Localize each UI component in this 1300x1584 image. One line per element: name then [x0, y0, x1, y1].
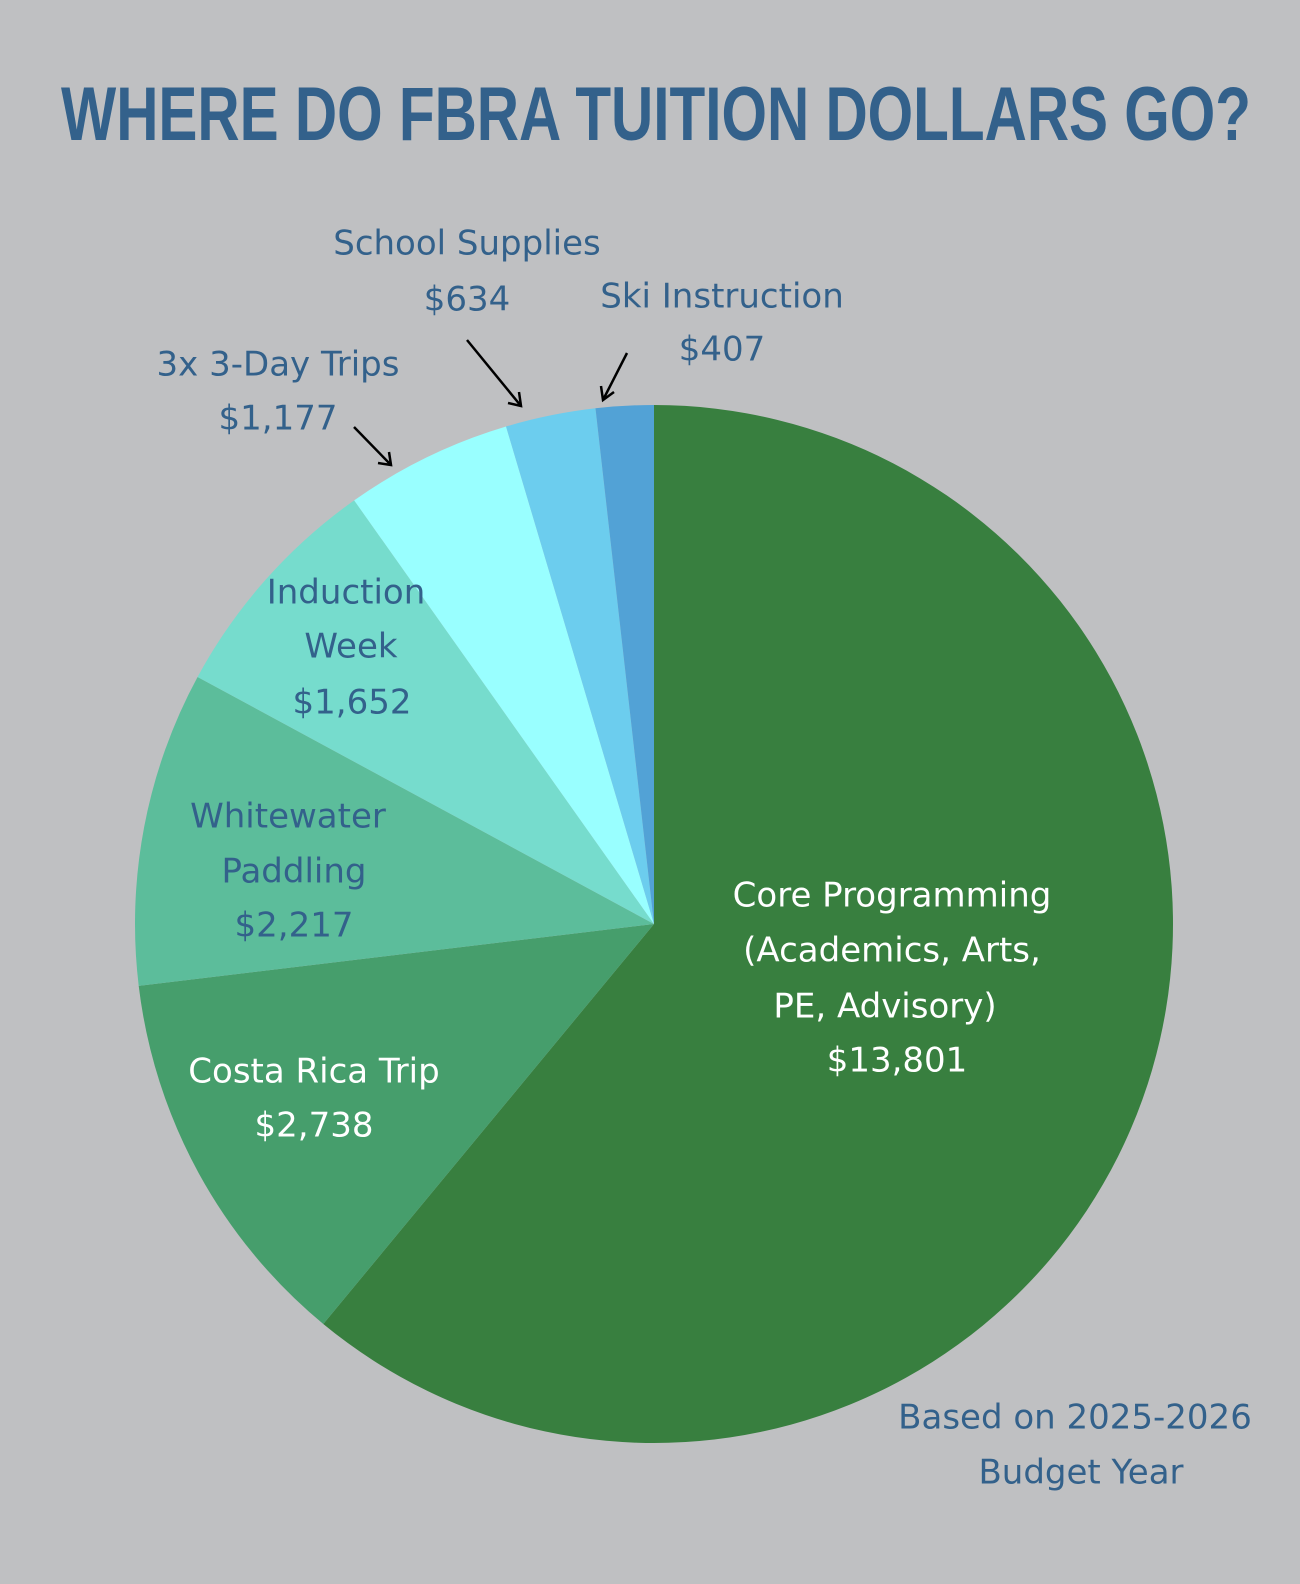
label-value: $1,177: [219, 399, 338, 439]
label-line: PE, Advisory): [773, 987, 996, 1027]
label-value: $13,801: [827, 1041, 968, 1081]
slice-label-costa-rica: Costa Rica Trip $2,738: [188, 1052, 439, 1146]
arrow-3day-trips: [353, 426, 393, 467]
label-line: Paddling: [222, 852, 367, 892]
label-line: Ski Instruction: [600, 277, 844, 317]
pie-slice-2: [135, 676, 654, 986]
pie-slices: [135, 405, 1173, 1444]
footnote-line: Based on 2025-2026: [898, 1398, 1252, 1438]
pie-slice-1: [138, 924, 654, 1324]
footnote: Based on 2025-2026 Budget Year: [898, 1398, 1252, 1493]
slice-label-whitewater: Whitewater Paddling $2,217: [190, 797, 386, 946]
pie-slice-0: [323, 405, 1173, 1444]
label-line: Week: [304, 627, 397, 667]
chart-title: WHERE DO FBRA TUITION DOLLARS GO?: [61, 72, 1251, 157]
arrow-school-supplies: [466, 339, 523, 408]
label-line: 3x 3-Day Trips: [157, 345, 400, 385]
label-line: Costa Rica Trip: [188, 1052, 439, 1092]
label-value: $2,217: [235, 906, 354, 946]
label-line: Core Programming: [733, 876, 1052, 916]
label-line: Whitewater: [190, 797, 386, 837]
pie-slice-4: [354, 426, 654, 924]
label-line: (Academics, Arts,: [743, 931, 1041, 971]
label-value: $1,652: [293, 683, 412, 723]
slice-label-induction: Induction Week $1,652: [267, 573, 426, 723]
leader-arrows: [353, 339, 629, 467]
pie-slice-3: [197, 500, 654, 924]
footnote-line: Budget Year: [978, 1453, 1183, 1493]
label-value: $634: [424, 280, 511, 320]
slice-label-school-supplies: School Supplies $634: [333, 224, 601, 320]
slice-label-core: Core Programming (Academics, Arts, PE, A…: [733, 876, 1052, 1081]
arrow-ski-instruction: [599, 352, 629, 403]
label-line: School Supplies: [333, 224, 601, 264]
label-line: Induction: [267, 573, 426, 613]
label-value: $2,738: [255, 1106, 374, 1146]
label-value: $407: [679, 330, 766, 370]
pie-slice-6: [595, 405, 654, 924]
pie-slice-5: [506, 408, 654, 924]
slice-label-ski: Ski Instruction $407: [600, 277, 844, 370]
slice-label-3day-trips: 3x 3-Day Trips $1,177: [157, 345, 400, 439]
